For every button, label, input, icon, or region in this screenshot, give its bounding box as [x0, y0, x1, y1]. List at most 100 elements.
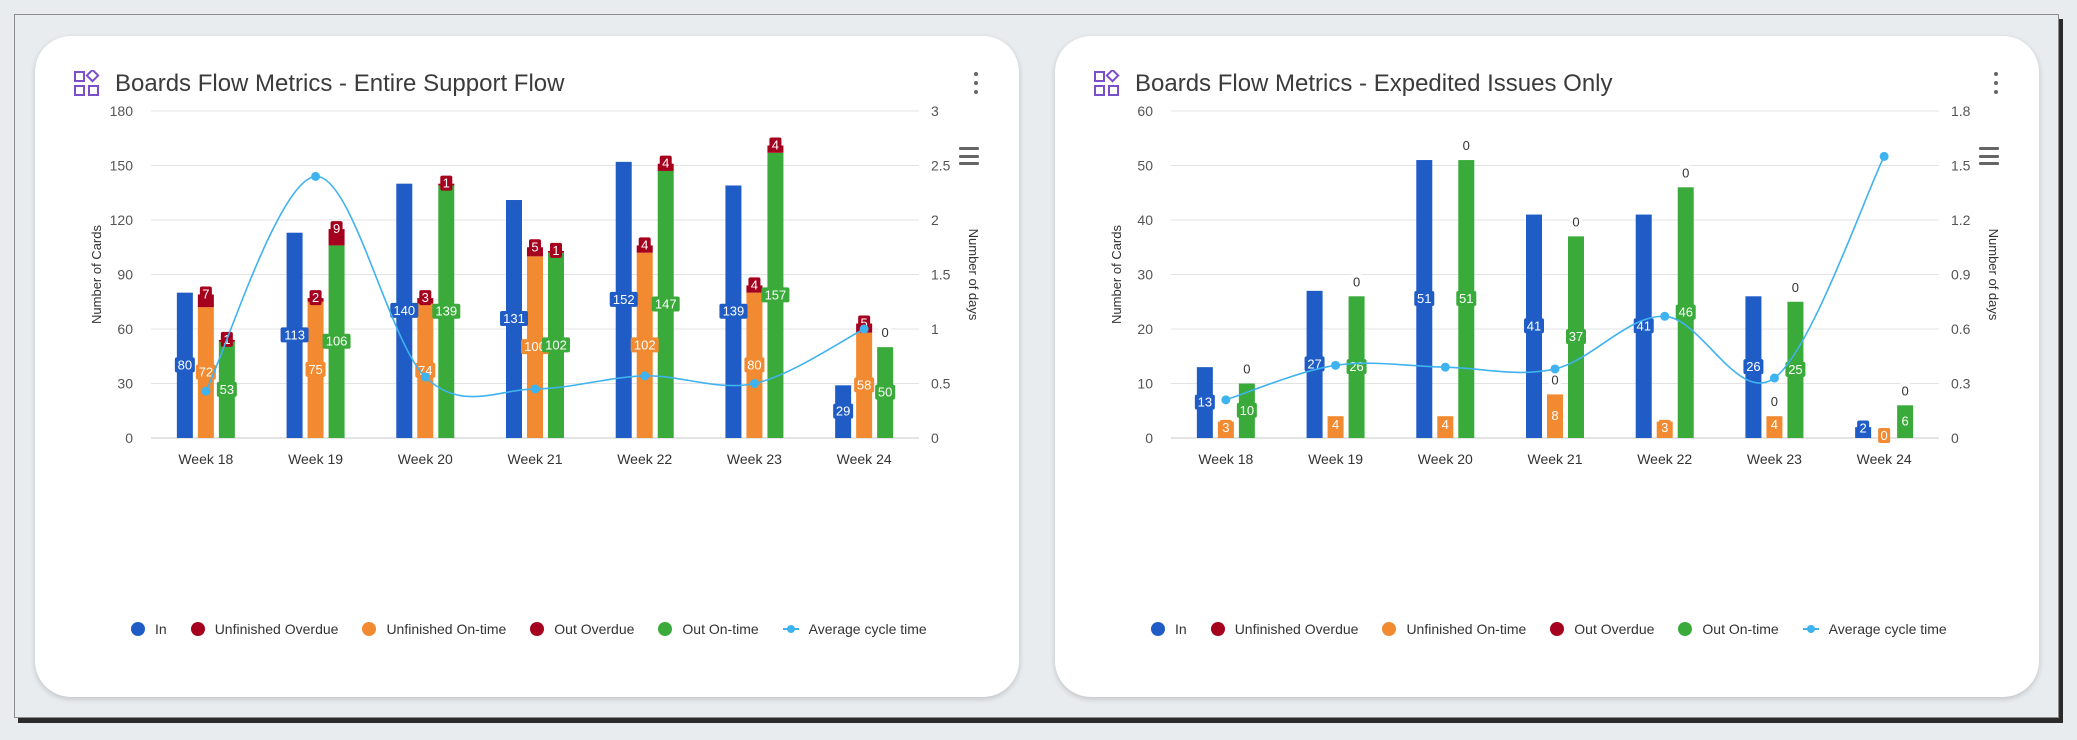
point-average-cycle-time	[530, 384, 540, 394]
data-label-out-overdue: 0	[1463, 138, 1470, 153]
data-label-unfinished-overdue-bg	[419, 290, 432, 306]
data-label-unfinished-ontime-bg	[305, 361, 326, 377]
data-label-unfinished-overdue: 0	[1771, 394, 1778, 409]
x-tick-label: Week 20	[1418, 451, 1473, 467]
y-tick-label: 20	[1137, 321, 1153, 337]
data-label-in-bg	[833, 403, 854, 419]
data-label-out-overdue: 0	[882, 325, 889, 340]
data-label-in: 152	[613, 292, 635, 307]
x-tick-label: Week 23	[1747, 451, 1802, 467]
data-label-out-ontime: 6	[1902, 414, 1909, 429]
legend-item-out-overdue[interactable]: Out Overdue	[1550, 621, 1654, 637]
x-tick-label: Week 24	[1857, 451, 1912, 467]
data-label-unfinished-overdue-bg	[1768, 394, 1781, 410]
data-label-unfinished-overdue-bg	[638, 237, 651, 253]
data-label-out-overdue: 0	[1792, 280, 1799, 295]
data-label-in: 140	[393, 303, 415, 318]
y2-tick-label: 0.6	[1951, 321, 1971, 337]
y2-tick-label: 1.2	[1951, 212, 1971, 228]
legend-line-marker	[782, 624, 799, 634]
data-label-out-overdue-bg	[1679, 165, 1692, 181]
legend-item-out-ontime[interactable]: Out On-time	[1678, 621, 1779, 637]
data-label-out-overdue-bg	[659, 155, 672, 171]
y-tick-label: 90	[117, 267, 133, 283]
y-tick-label: 180	[110, 103, 134, 119]
data-label-unfinished-ontime: 102	[634, 337, 656, 352]
data-label-unfinished-ontime: 0	[1881, 428, 1888, 443]
data-label-out-ontime: 25	[1788, 362, 1802, 377]
data-label-unfinished-ontime: 4	[1442, 417, 1449, 432]
legend-label: Unfinished On-time	[386, 621, 507, 637]
data-label-out-overdue-bg	[769, 137, 782, 153]
data-label-in: 13	[1198, 395, 1212, 410]
x-tick-label: Week 21	[1528, 451, 1583, 467]
legend-label: Out On-time	[1702, 621, 1779, 637]
data-label-out-ontime-bg	[1456, 291, 1477, 307]
data-label-out-overdue-bg	[1460, 138, 1473, 154]
point-average-cycle-time	[201, 386, 211, 396]
legend-item-unfinished-ontime[interactable]: Unfinished On-time	[1382, 621, 1526, 637]
data-label-unfinished-overdue-bg	[199, 286, 212, 302]
kebab-menu-icon[interactable]	[969, 70, 983, 96]
data-label-in-bg	[1524, 318, 1544, 334]
data-label-unfinished-ontime-bg	[1219, 419, 1232, 435]
panel-title: Boards Flow Metrics - Entire Support Flo…	[115, 70, 565, 97]
data-label-out-overdue: 0	[1353, 274, 1360, 289]
y2-tick-label: 0.5	[931, 376, 951, 392]
hamburger-menu-icon[interactable]	[1979, 147, 1999, 165]
y-tick-label: 40	[1137, 212, 1153, 228]
data-label-in: 51	[1417, 291, 1431, 306]
x-tick-label: Week 24	[837, 451, 892, 467]
data-label-unfinished-ontime-bg	[1768, 417, 1781, 433]
data-label-in: 131	[503, 311, 525, 326]
panel-header: Boards Flow Metrics - Entire Support Flo…	[73, 64, 564, 104]
data-label-out-ontime: 102	[545, 337, 567, 352]
legend-item-unfinished-overdue[interactable]: Unfinished Overdue	[1210, 621, 1358, 637]
point-average-cycle-time	[1769, 373, 1779, 383]
y-tick-label: 30	[117, 376, 133, 392]
x-tick-label: Week 19	[1308, 451, 1363, 467]
y2-tick-label: 0.9	[1951, 267, 1971, 283]
point-average-cycle-time	[1550, 364, 1560, 374]
y2-tick-label: 0	[931, 430, 939, 446]
hamburger-menu-icon[interactable]	[959, 147, 979, 165]
data-label-out-ontime: 147	[655, 296, 677, 311]
legend-label: Out On-time	[682, 621, 759, 637]
legend-item-unfinished-overdue[interactable]: Unfinished Overdue	[190, 621, 338, 637]
data-label-in: 41	[1527, 318, 1541, 333]
legend-item-average-cycle-time[interactable]: Average cycle time	[1802, 621, 1947, 637]
data-label-in: 80	[178, 357, 192, 372]
data-label-unfinished-ontime-bg	[1878, 428, 1891, 443]
legend-item-out-overdue[interactable]: Out Overdue	[530, 621, 634, 637]
data-label-unfinished-overdue-bg	[309, 290, 322, 306]
data-label-out-overdue-bg	[1789, 279, 1802, 295]
data-label-out-overdue-bg	[330, 221, 343, 237]
legend-item-unfinished-ontime[interactable]: Unfinished On-time	[362, 621, 506, 637]
data-label-out-overdue: 0	[1682, 165, 1689, 180]
data-label-unfinished-ontime: 4	[1332, 417, 1339, 432]
legend-item-in[interactable]: In	[131, 621, 167, 637]
data-label-out-ontime: 157	[765, 287, 787, 302]
y-axis-title: Number of Cards	[89, 225, 104, 324]
data-label-in: 26	[1746, 359, 1760, 374]
data-label-out-overdue: 4	[662, 156, 669, 171]
data-label-in-bg	[390, 302, 419, 318]
data-label-out-ontime-bg	[875, 384, 896, 400]
data-label-in-bg	[719, 303, 748, 319]
legend-dot	[1382, 622, 1397, 636]
data-label-in: 27	[1307, 356, 1321, 371]
data-label-out-ontime-bg	[542, 337, 570, 353]
legend-item-average-cycle-time[interactable]: Average cycle time	[782, 621, 927, 637]
y2-tick-label: 0	[1951, 430, 1959, 446]
y2-tick-label: 3	[931, 103, 939, 119]
data-label-out-overdue-bg	[1350, 274, 1363, 290]
legend-item-out-ontime[interactable]: Out On-time	[658, 621, 759, 637]
legend-item-in[interactable]: In	[1151, 621, 1187, 637]
data-label-in-bg	[174, 357, 195, 373]
kebab-menu-icon[interactable]	[1989, 70, 2003, 96]
panel-title: Boards Flow Metrics - Expedited Issues O…	[1135, 70, 1613, 97]
data-label-out-ontime-bg	[1566, 329, 1586, 345]
y2-axis-title: Number of days	[966, 229, 981, 321]
x-tick-label: Week 21	[508, 451, 563, 467]
